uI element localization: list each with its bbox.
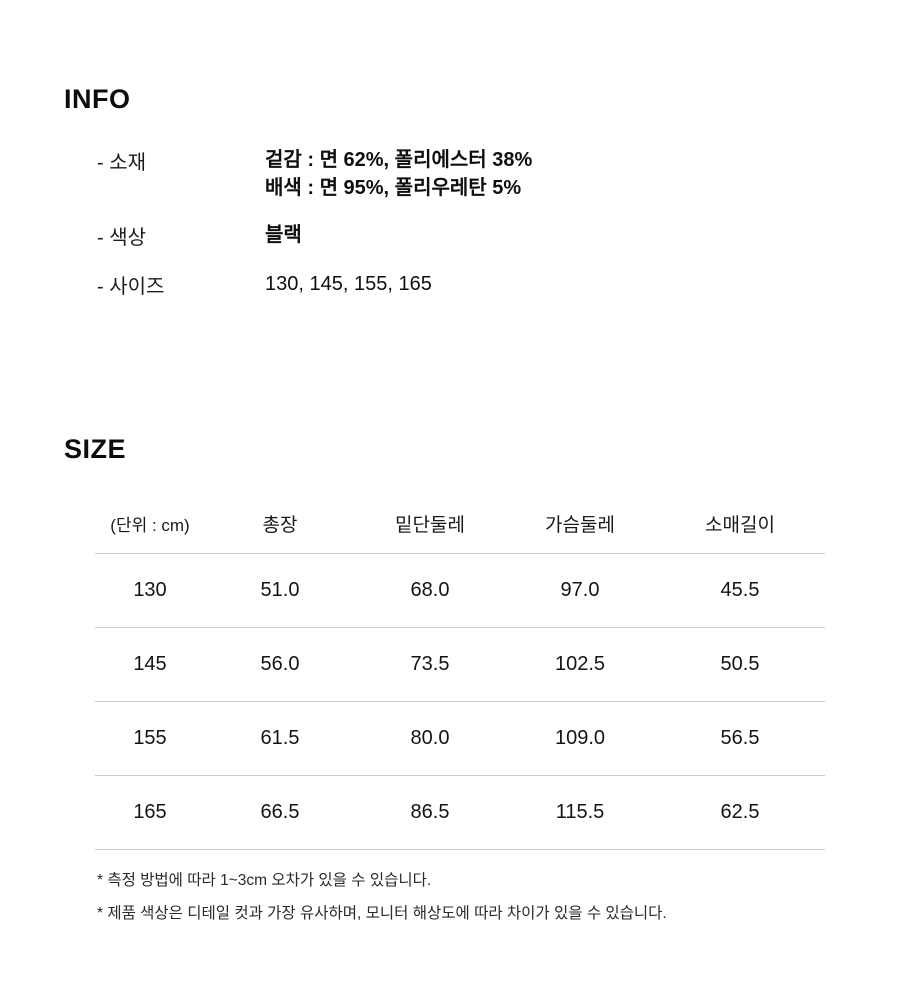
cell-chest: 109.0 (554, 727, 606, 749)
cell-size: 155 (133, 727, 167, 749)
cell-hem: 86.5 (410, 801, 450, 823)
table-row-155: 155 61.5 80.0 109.0 56.5 (95, 702, 825, 776)
cell-total-length: 56.0 (260, 653, 300, 675)
info-section-heading: INFO (64, 84, 131, 114)
cell-sleeve: 50.5 (720, 653, 760, 675)
size-label: - 사이즈 (97, 276, 165, 298)
header-sleeve-length: 소매길이 (705, 515, 775, 536)
header-hem-circumference: 밑단둘레 (395, 515, 465, 536)
material-contrast-fabric: 배색 : 면 95%, 폴리우레탄 5% (265, 177, 522, 199)
table-row-165: 165 66.5 86.5 115.5 62.5 (95, 776, 825, 850)
cell-sleeve: 62.5 (720, 801, 760, 823)
table-row-130: 130 51.0 68.0 97.0 45.5 (95, 554, 825, 628)
color-label: - 색상 (97, 227, 147, 249)
footnote-measurement-tolerance: * 측정 방법에 따라 1~3cm 오차가 있을 수 있습니다. (97, 872, 432, 889)
cell-size: 165 (133, 801, 167, 823)
cell-chest: 115.5 (555, 801, 605, 823)
footnote-color-disclaimer: * 제품 색상은 디테일 컷과 가장 유사하며, 모니터 해상도에 따라 차이가… (97, 905, 667, 922)
header-chest-circumference: 가슴둘레 (545, 515, 615, 536)
info-row-material: - 소재 겉감 : 면 62%, 폴리에스터 38% 배색 : 면 95%, 폴… (97, 146, 797, 206)
cell-hem: 73.5 (410, 653, 450, 675)
cell-hem: 68.0 (410, 579, 450, 601)
cell-size: 130 (133, 579, 167, 601)
header-unit: (단위 : cm) (110, 516, 190, 535)
info-row-size: - 사이즈 130, 145, 155, 165 (97, 270, 797, 300)
cell-chest: 102.5 (554, 653, 606, 675)
size-section-heading: SIZE (64, 434, 127, 464)
cell-total-length: 66.5 (260, 801, 300, 823)
cell-hem: 80.0 (410, 727, 450, 749)
size-value: 130, 145, 155, 165 (265, 273, 432, 295)
table-row-145: 145 56.0 73.5 102.5 50.5 (95, 628, 825, 702)
cell-total-length: 61.5 (260, 727, 300, 749)
size-table: (단위 : cm) 총장 밑단둘레 가슴둘레 소매길이 130 51.0 68.… (95, 494, 825, 850)
size-table-header-row: (단위 : cm) 총장 밑단둘레 가슴둘레 소매길이 (95, 494, 825, 554)
header-total-length: 총장 (262, 515, 298, 536)
color-value: 블랙 (265, 224, 302, 246)
cell-sleeve: 56.5 (720, 727, 760, 749)
material-value: 겉감 : 면 62%, 폴리에스터 38% 배색 : 면 95%, 폴리우레탄 … (265, 146, 532, 202)
cell-chest: 97.0 (560, 579, 600, 601)
cell-size: 145 (133, 653, 167, 675)
cell-sleeve: 45.5 (720, 579, 760, 601)
material-outer-fabric: 겉감 : 면 62%, 폴리에스터 38% (265, 149, 533, 171)
cell-total-length: 51.0 (260, 579, 300, 601)
material-label: - 소재 (97, 152, 147, 174)
info-row-color: - 색상 블랙 (97, 221, 797, 251)
